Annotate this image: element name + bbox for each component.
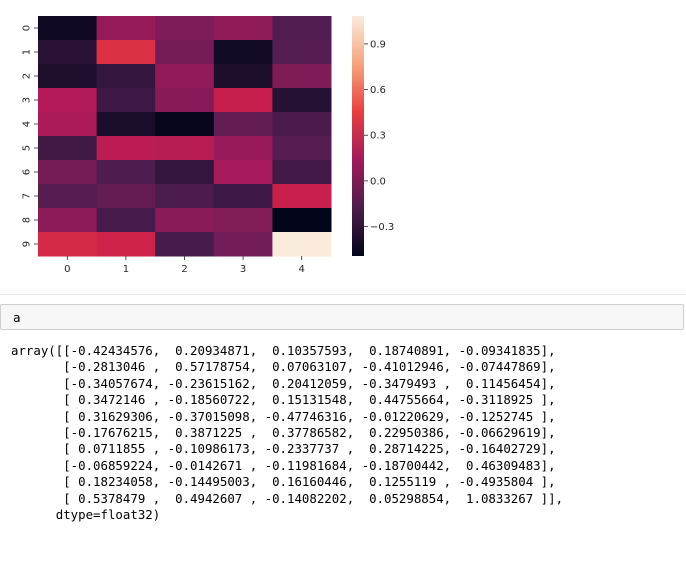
heatmap-cell [155, 64, 215, 89]
heatmap-cell [213, 112, 273, 137]
y-tick-labels: 0 1 2 3 4 5 6 7 8 9 [22, 25, 38, 247]
heatmap-cell [96, 136, 156, 161]
heatmap-cell [155, 208, 215, 233]
heatmap-cell [155, 112, 215, 137]
heatmap-cell [38, 160, 98, 185]
y-tick-label: 9 [22, 241, 33, 247]
heatmap-cell [213, 208, 273, 233]
heatmap-cell [272, 88, 332, 113]
heatmap-cell [213, 88, 273, 113]
y-tick-label: 7 [22, 193, 33, 199]
heatmap-cell [272, 16, 332, 41]
colorbar-tick-label: 0.6 [370, 85, 386, 96]
heatmap-cell [213, 232, 273, 257]
y-tick-label: 3 [22, 97, 33, 103]
heatmap-cell [272, 160, 332, 185]
heatmap-cell [213, 16, 273, 41]
x-tick-label: 2 [181, 264, 187, 275]
heatmap-cell [38, 112, 98, 137]
colorbar [352, 16, 364, 256]
heatmap-cell [38, 16, 98, 41]
colorbar-tick-label: 0.3 [370, 131, 386, 142]
y-tick-label: 0 [22, 25, 33, 31]
heatmap-cell [213, 136, 273, 161]
cell-divider [0, 294, 686, 295]
heatmap-cell [272, 112, 332, 137]
heatmap-cell [96, 88, 156, 113]
heatmap-cell [272, 136, 332, 161]
heatmap-cells [38, 16, 332, 257]
heatmap-cell [272, 64, 332, 89]
heatmap-cell [272, 184, 332, 209]
y-tick-label: 5 [22, 145, 33, 151]
input-code[interactable]: a [13, 310, 21, 325]
heatmap-cell [155, 184, 215, 209]
y-tick-label: 4 [22, 121, 33, 127]
heatmap-cell [38, 184, 98, 209]
heatmap-cell [96, 16, 156, 41]
colorbar-tick-label: 0.9 [370, 39, 386, 50]
x-tick-label: 0 [64, 264, 70, 275]
colorbar-tick-label: −0.3 [370, 222, 394, 233]
heatmap-cell [96, 40, 156, 65]
x-tick-label: 4 [299, 264, 305, 275]
heatmap-cell [272, 232, 332, 257]
heatmap-cell [38, 208, 98, 233]
heatmap-cell [213, 64, 273, 89]
heatmap-cell [155, 136, 215, 161]
x-tick-label: 1 [123, 264, 129, 275]
colorbar-ticks: 0.9 0.6 0.3 0.0 −0.3 [364, 39, 394, 233]
heatmap-cell [96, 208, 156, 233]
x-tick-labels: 0 1 2 3 4 [64, 256, 305, 275]
heatmap-cell [96, 64, 156, 89]
heatmap-cell [213, 184, 273, 209]
heatmap-cell [213, 160, 273, 185]
heatmap-cell [96, 112, 156, 137]
colorbar-tick-label: 0.0 [370, 176, 386, 187]
heatmap-cell [96, 184, 156, 209]
heatmap-cell [155, 40, 215, 65]
y-tick-label: 2 [22, 73, 33, 79]
y-tick-label: 1 [22, 49, 33, 55]
heatmap-cell [272, 40, 332, 65]
heatmap-cell [38, 40, 98, 65]
y-tick-label: 6 [22, 169, 33, 175]
heatmap-cell [38, 88, 98, 113]
code-input-cell[interactable]: a [0, 304, 684, 330]
heatmap-cell [38, 64, 98, 89]
heatmap-cell [155, 16, 215, 41]
heatmap-cell [155, 232, 215, 257]
heatmap-cell [155, 88, 215, 113]
heatmap-chart: 0 1 2 3 4 5 6 7 8 9 0 1 2 3 4 0.9 0.6 0.3 0.0 −0.3 [22, 16, 394, 275]
heatmap-cell [213, 40, 273, 65]
heatmap-cell [96, 232, 156, 257]
heatmap-cell [96, 160, 156, 185]
heatmap-cell [38, 136, 98, 161]
heatmap-cell [38, 232, 98, 257]
heatmap-cell [155, 160, 215, 185]
y-tick-label: 8 [22, 217, 33, 223]
output-text: array([[-0.42434576, 0.20934871, 0.10357… [11, 343, 564, 523]
heatmap-cell [272, 208, 332, 233]
x-tick-label: 3 [240, 264, 246, 275]
